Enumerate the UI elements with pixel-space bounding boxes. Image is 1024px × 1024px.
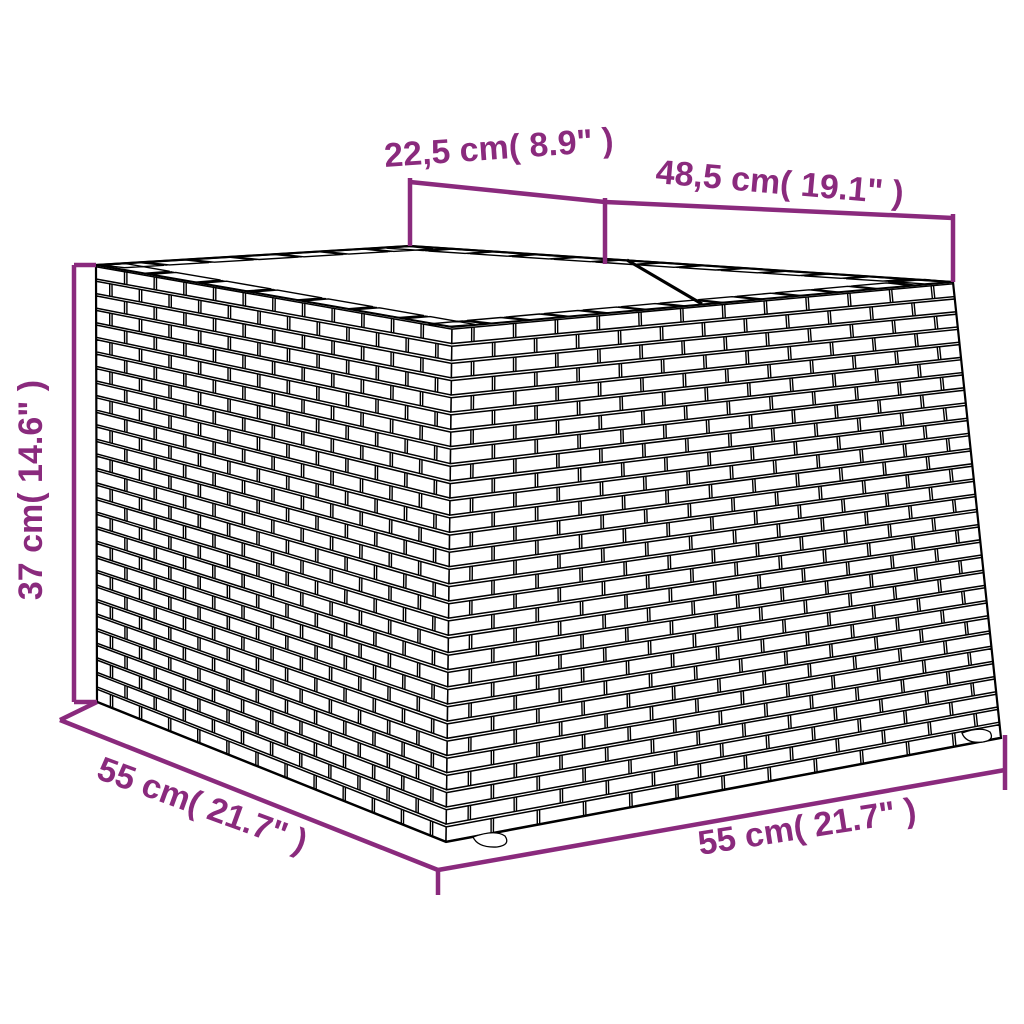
svg-text:37 cm( 14.6" ): 37 cm( 14.6" ) <box>12 380 50 600</box>
